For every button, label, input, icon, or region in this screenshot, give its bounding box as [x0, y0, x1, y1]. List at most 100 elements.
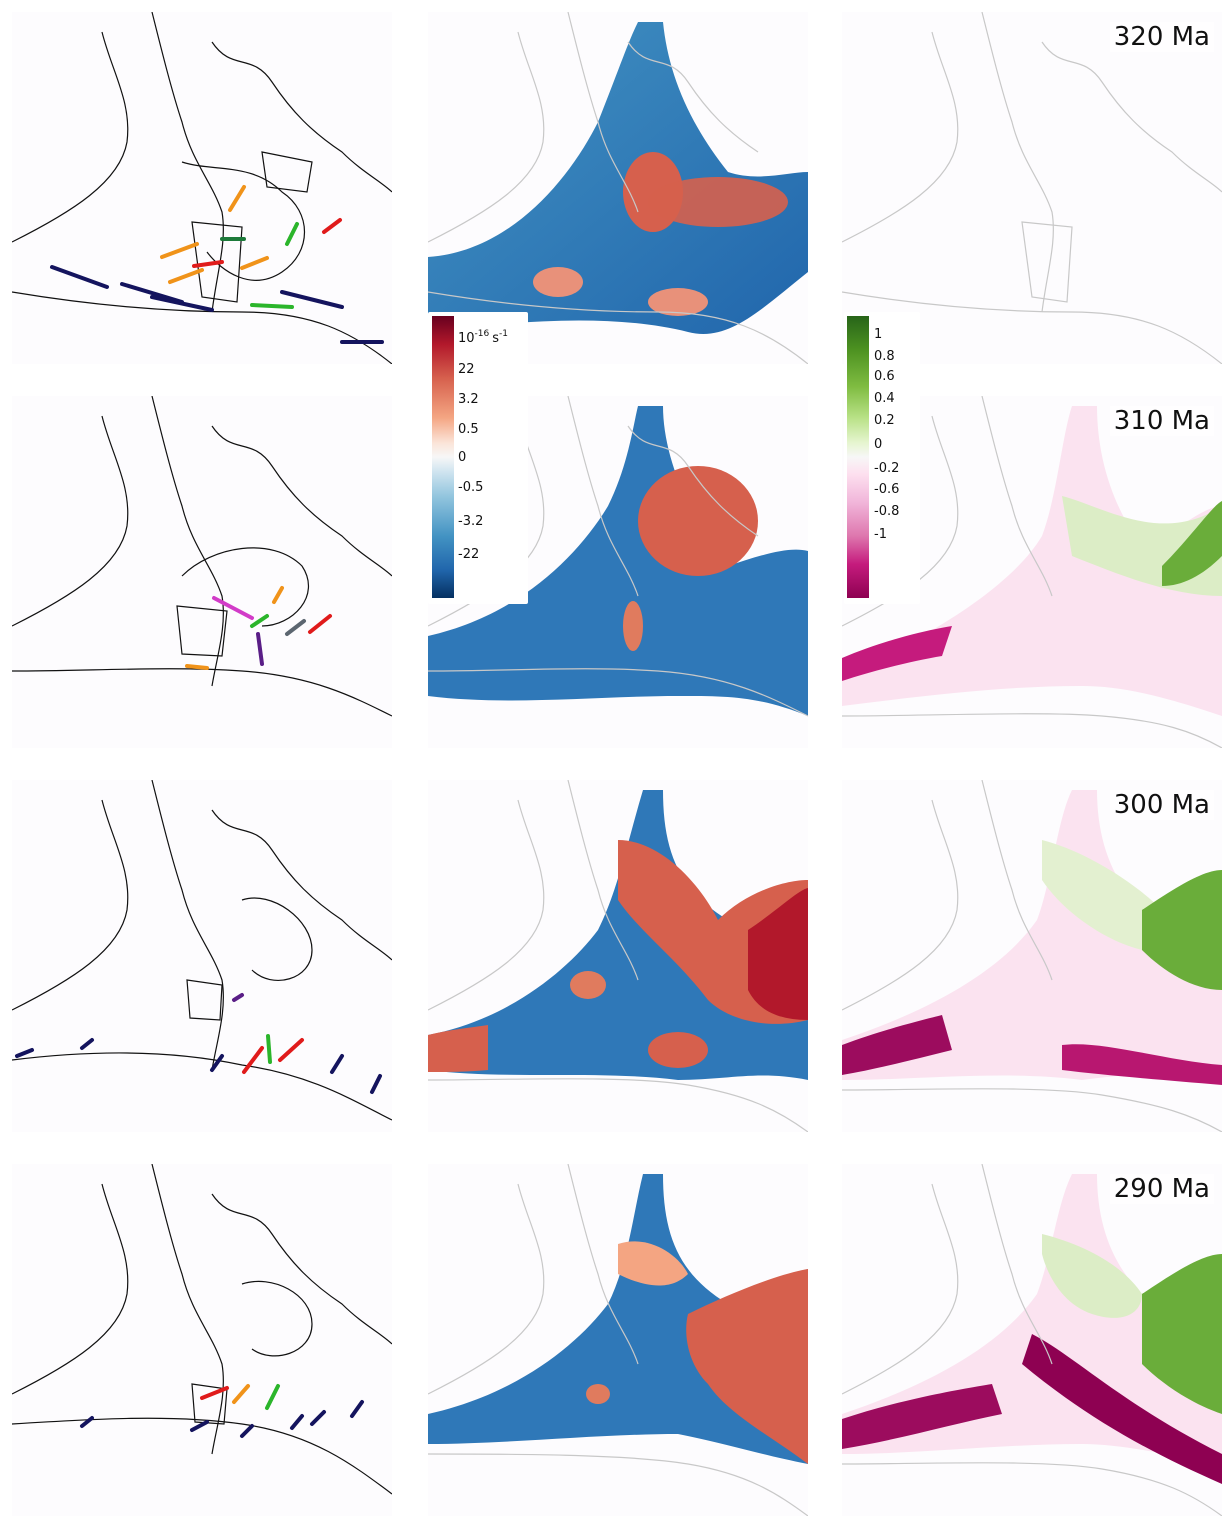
colorbar-tick: -0.6	[874, 482, 899, 497]
red-arrow	[322, 218, 342, 234]
navy-arrow	[350, 1400, 364, 1418]
map-panel-a-290	[12, 1164, 392, 1516]
strain-rate-colorbar: 10-16 s-1 22 3.2 0.5 0 -0.5 -3.2 -22	[428, 312, 528, 604]
colorbar-tick: 22	[458, 362, 475, 377]
extension-zone	[648, 177, 788, 227]
orange-arrow	[272, 586, 284, 604]
dilatation-contraction	[842, 1015, 952, 1075]
coastlines-faded	[842, 780, 1222, 1132]
extension-zone	[638, 466, 758, 576]
navy-arrow	[280, 290, 344, 309]
dilatation-contraction	[842, 1384, 1002, 1449]
red-arrow	[192, 260, 224, 268]
red-arrow	[308, 614, 332, 634]
strain-rate-map	[428, 12, 808, 364]
dilatation-contraction	[1062, 1044, 1222, 1085]
plate-motion-arrows	[185, 586, 332, 670]
orange-arrow	[240, 256, 269, 270]
strain-rate-panel-320	[428, 12, 808, 364]
age-label-320: 320 Ma	[1109, 22, 1214, 52]
strain-rate-map	[428, 396, 808, 717]
dilatation-strong-extension	[1142, 870, 1222, 990]
strain-rate-panel-290	[428, 1164, 808, 1516]
green-arrow	[285, 222, 299, 246]
age-label-290: 290 Ma	[1109, 1174, 1214, 1204]
dilatation-contraction	[1022, 1334, 1222, 1484]
colorbar-tick: 1	[874, 327, 882, 342]
green-arrow	[250, 303, 294, 309]
strain-rate-colorbar-graphic: 10-16 s-1 22 3.2 0.5 0 -0.5 -3.2 -22	[432, 316, 508, 598]
age-label-300: 300 Ma	[1109, 790, 1214, 820]
navy-arrow	[290, 1414, 304, 1430]
coastlines-faded	[428, 1164, 808, 1516]
colorbar-tick: 0	[874, 437, 882, 452]
colorbar-tick: -22	[458, 547, 479, 562]
colorbar-tick: 0.2	[874, 413, 895, 428]
motion-vector-map	[12, 1164, 392, 1495]
extension-zone	[648, 288, 708, 316]
map-panel-a-300	[12, 780, 392, 1132]
colorbar-tick: 0.4	[874, 391, 895, 406]
strain-field	[428, 406, 808, 716]
extension-zone	[618, 1241, 688, 1286]
red-arrow	[278, 1038, 304, 1062]
colorbar-tick: 0	[458, 450, 466, 465]
coastlines	[12, 396, 392, 717]
navy-arrow	[120, 282, 184, 304]
colorbar-tick: -3.2	[458, 514, 483, 529]
coastlines	[12, 1164, 392, 1495]
extension-zone	[586, 1384, 610, 1404]
colorbar-tick: -0.5	[458, 480, 483, 495]
extension-zone	[623, 601, 643, 651]
plate-motion-arrows	[80, 1384, 364, 1438]
navy-arrow	[240, 1424, 254, 1438]
navy-arrow	[210, 1054, 224, 1072]
colorbar-tick: 0.5	[458, 422, 479, 437]
coastlines-faded	[842, 1164, 1222, 1516]
navy-arrow	[310, 1410, 326, 1426]
dilatation-panel-320: 320 Ma	[842, 12, 1222, 364]
green-arrow	[266, 1034, 272, 1064]
colorbar-tick: 0.8	[874, 349, 895, 364]
extension-zone	[648, 1032, 708, 1068]
orange-arrow	[185, 664, 209, 670]
dilatation-field	[842, 1174, 1222, 1464]
colorbar-tick: 3.2	[458, 392, 479, 407]
purple-arrow	[256, 632, 264, 666]
orange-arrow	[168, 268, 204, 284]
strain-rate-map	[428, 1164, 808, 1516]
high-extension-zone	[748, 888, 808, 1020]
red-arrow	[242, 1046, 264, 1074]
dilatation-panel-300: 300 Ma	[842, 780, 1222, 1132]
age-label-310: 310 Ma	[1109, 406, 1214, 436]
extension-zone	[533, 267, 583, 297]
orange-arrow	[228, 185, 246, 212]
strain-field	[428, 790, 808, 1080]
coastlines	[12, 780, 392, 1121]
coastlines-faded	[428, 780, 808, 1132]
colorbar-tick: 0.6	[874, 369, 895, 384]
extension-zone	[428, 1025, 488, 1072]
motion-vector-map	[12, 12, 392, 364]
green-arrow	[250, 614, 269, 628]
dilatation-map	[842, 780, 1222, 1132]
extension-zone	[570, 971, 606, 999]
navy-arrow	[15, 1048, 34, 1058]
green-arrow	[265, 1384, 280, 1410]
dilatation-panel-290: 290 Ma	[842, 1164, 1222, 1516]
strain-field	[428, 22, 808, 334]
strain-field	[428, 1174, 808, 1464]
colorbar-ticks: 10-16 s-1 22 3.2 0.5 0 -0.5 -3.2 -22	[458, 329, 508, 562]
dilatation-colorbar-graphic: 1 0.8 0.6 0.4 0.2 0 -0.2 -0.6 -0.8 -1	[847, 316, 899, 598]
navy-arrow	[150, 295, 214, 312]
navy-arrow	[80, 1416, 94, 1428]
colorbar-tick: -1	[874, 527, 887, 542]
magenta-arrow	[212, 596, 254, 620]
extension-zone	[686, 1269, 808, 1464]
navy-arrow	[190, 1420, 209, 1432]
coastlines	[12, 12, 392, 364]
coastlines-faded	[428, 12, 808, 364]
navy-arrow	[50, 265, 109, 289]
dilatation-strong-extension	[1162, 501, 1222, 586]
purple-arrow	[232, 993, 244, 1002]
